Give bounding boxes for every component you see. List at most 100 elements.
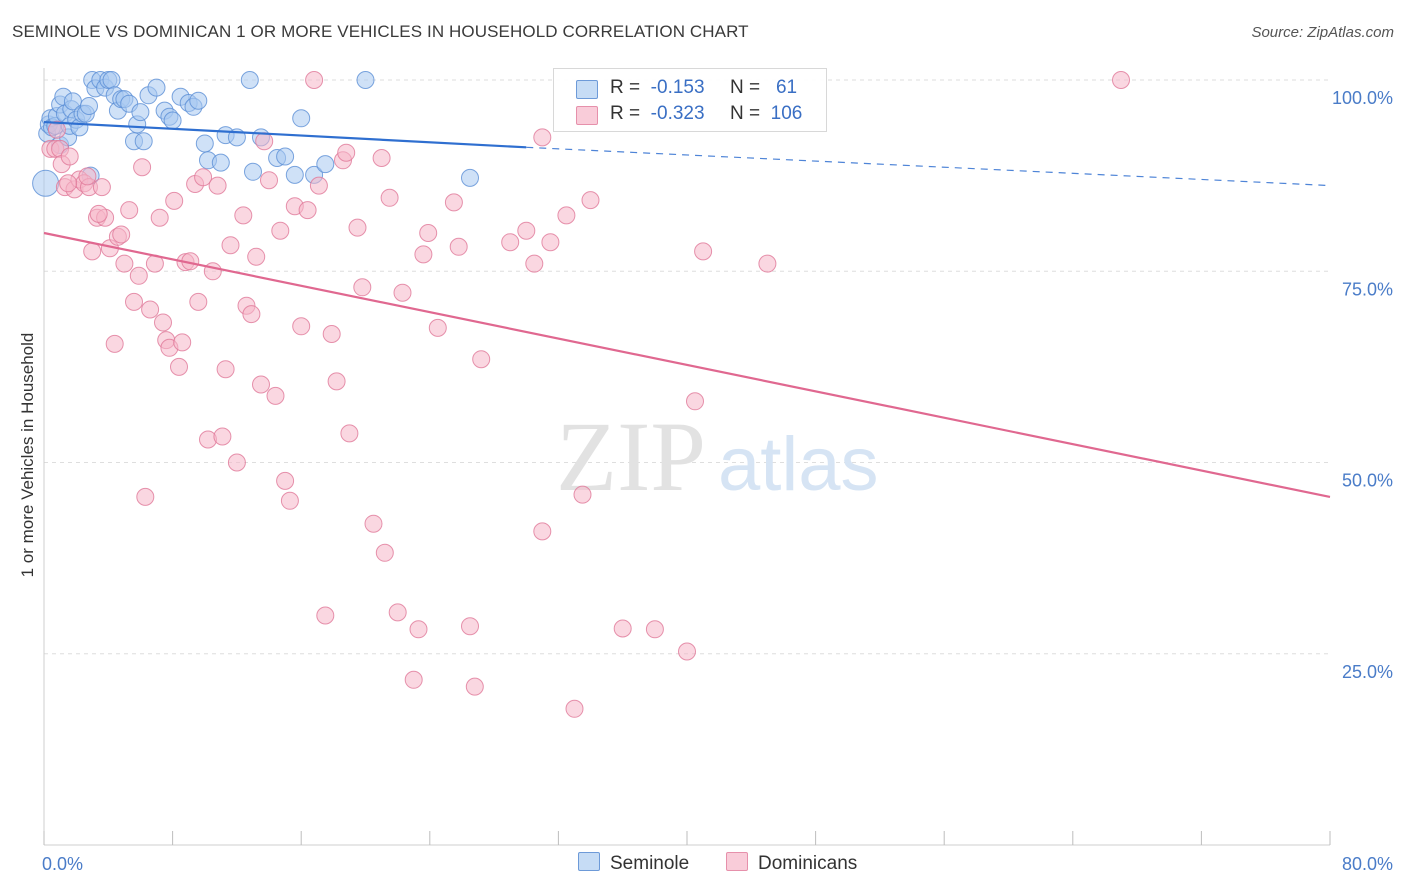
data-point-dominicans bbox=[419, 224, 438, 242]
data-point-dominicans bbox=[322, 325, 341, 343]
trend-line-extension-seminole bbox=[526, 146, 1331, 187]
data-point-dominicans bbox=[173, 333, 192, 352]
data-point-dominicans bbox=[472, 350, 491, 369]
legend-item-seminole: Seminole bbox=[578, 852, 689, 875]
trend-line-dominicans bbox=[43, 231, 1331, 499]
legend-swatch-seminole bbox=[576, 80, 598, 99]
data-point-dominicans bbox=[1112, 71, 1130, 89]
data-point-seminole bbox=[276, 147, 295, 166]
data-point-dominicans bbox=[170, 357, 188, 376]
data-point-dominicans bbox=[260, 171, 278, 190]
data-point-dominicans bbox=[758, 254, 777, 273]
r-value-seminole: -0.153 bbox=[650, 77, 705, 98]
data-point-dominicans bbox=[115, 254, 134, 273]
data-point-dominicans bbox=[150, 208, 169, 227]
data-point-seminole bbox=[292, 109, 311, 128]
data-point-dominicans bbox=[266, 386, 285, 405]
data-point-dominicans bbox=[404, 670, 423, 689]
watermark: ZIP atlas bbox=[556, 401, 879, 512]
data-point-dominicans bbox=[686, 392, 704, 411]
data-point-dominicans bbox=[501, 233, 520, 252]
data-point-dominicans bbox=[189, 292, 208, 311]
data-point-seminole bbox=[131, 103, 150, 122]
r-label: R = bbox=[610, 103, 641, 124]
y-tick-label: 75.0% bbox=[1342, 279, 1393, 299]
data-point-dominicans bbox=[141, 300, 160, 319]
data-point-seminole bbox=[240, 71, 259, 89]
data-point-seminole bbox=[163, 111, 182, 130]
data-point-dominicans bbox=[252, 375, 270, 394]
r-label: R = bbox=[610, 77, 641, 98]
data-point-dominicans bbox=[444, 193, 463, 212]
data-point-dominicans bbox=[327, 372, 346, 391]
data-point-dominicans bbox=[120, 201, 139, 220]
data-point-dominicans bbox=[242, 305, 261, 324]
data-point-dominicans bbox=[573, 485, 592, 504]
data-point-dominicans bbox=[216, 360, 235, 379]
n-value-dominicans: 106 bbox=[770, 103, 803, 124]
r-value-dominicans: -0.323 bbox=[650, 103, 705, 124]
legend-swatch-seminole bbox=[578, 852, 600, 871]
correlation-legend: R = -0.153 N = 61 R = -0.323 N = 106 bbox=[553, 68, 827, 132]
data-point-dominicans bbox=[353, 278, 372, 297]
data-point-dominicans bbox=[83, 242, 102, 261]
x-tick-label: 0.0% bbox=[42, 854, 83, 874]
data-point-seminole bbox=[285, 165, 304, 184]
y-tick-label: 25.0% bbox=[1342, 662, 1393, 682]
data-point-dominicans bbox=[165, 191, 184, 210]
data-point-dominicans bbox=[213, 427, 232, 446]
data-point-seminole bbox=[32, 169, 60, 197]
trend-line-seminole bbox=[43, 120, 527, 149]
data-point-dominicans bbox=[461, 617, 479, 636]
data-point-dominicans bbox=[465, 677, 484, 696]
n-value-seminole: 61 bbox=[775, 77, 798, 98]
chart-title: SEMINOLE VS DOMINICAN 1 OR MORE VEHICLES… bbox=[12, 22, 749, 41]
data-point-dominicans bbox=[276, 471, 295, 490]
data-point-dominicans bbox=[428, 318, 447, 337]
data-point-dominicans bbox=[645, 620, 664, 639]
data-point-dominicans bbox=[125, 292, 143, 311]
legend-label-dominicans: Dominicans bbox=[758, 853, 858, 874]
data-point-dominicans bbox=[375, 543, 394, 562]
data-point-dominicans bbox=[694, 242, 713, 261]
legend-label-seminole: Seminole bbox=[610, 853, 690, 874]
data-point-dominicans bbox=[541, 233, 560, 252]
data-point-dominicans bbox=[136, 487, 155, 506]
x-tick-label: 80.0% bbox=[1342, 854, 1393, 874]
data-point-dominicans bbox=[337, 143, 356, 162]
data-point-dominicans bbox=[129, 266, 148, 285]
data-point-dominicans bbox=[92, 178, 111, 197]
source-label: Source: ZipAtlas.com bbox=[1251, 24, 1394, 41]
data-point-dominicans bbox=[525, 254, 544, 273]
data-point-dominicans bbox=[59, 174, 78, 193]
data-point-dominicans bbox=[255, 132, 274, 151]
data-point-dominicans bbox=[247, 247, 266, 266]
data-point-dominicans bbox=[517, 221, 536, 240]
data-point-dominicans bbox=[78, 167, 97, 186]
trend-lines bbox=[43, 120, 1331, 499]
data-point-dominicans bbox=[409, 620, 428, 639]
data-point-dominicans bbox=[309, 176, 328, 195]
watermark-atlas: atlas bbox=[718, 422, 879, 507]
data-point-seminole bbox=[147, 78, 166, 97]
data-point-dominicans bbox=[271, 221, 290, 240]
legend-swatch-dominicans bbox=[726, 852, 748, 871]
data-point-dominicans bbox=[60, 147, 79, 166]
data-point-dominicans bbox=[557, 206, 576, 225]
data-point-seminole bbox=[102, 71, 121, 89]
series-legend: Seminole Dominicans bbox=[0, 852, 1406, 876]
data-point-seminole bbox=[356, 71, 375, 89]
data-point-dominicans bbox=[393, 283, 412, 302]
data-point-dominicans bbox=[533, 128, 552, 147]
legend-item-dominicans: Dominicans bbox=[726, 852, 857, 875]
n-label: N = bbox=[730, 77, 761, 98]
data-point-dominicans bbox=[298, 201, 317, 220]
axes bbox=[43, 68, 1331, 846]
data-point-dominicans bbox=[227, 453, 246, 472]
y-tick-label: 100.0% bbox=[1332, 88, 1393, 108]
data-point-dominicans bbox=[380, 188, 399, 207]
data-point-seminole bbox=[195, 134, 214, 153]
data-point-dominicans bbox=[305, 71, 324, 89]
data-point-seminole bbox=[211, 153, 230, 172]
